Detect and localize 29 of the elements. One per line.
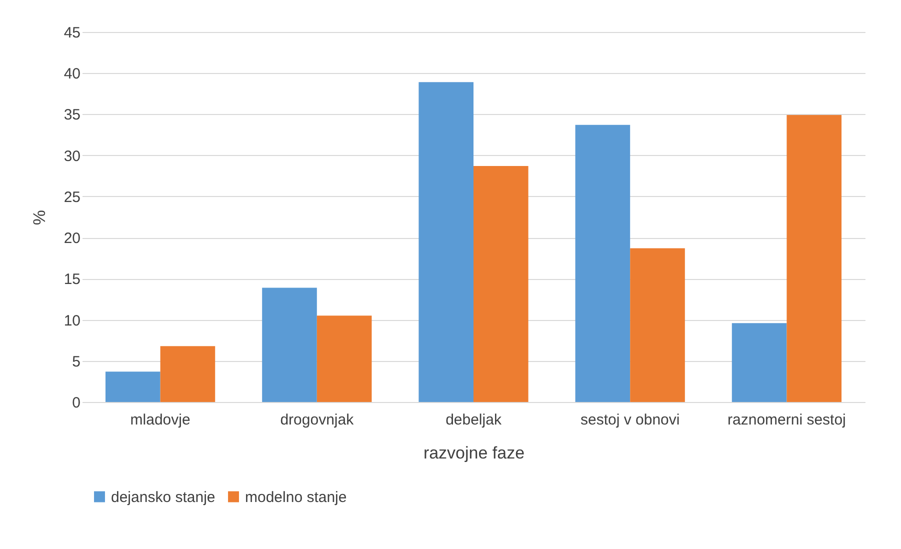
- bar: [418, 82, 474, 402]
- bar: [575, 124, 630, 402]
- y-tick-label: 40: [64, 66, 80, 83]
- y-tick-label: 10: [64, 312, 80, 330]
- y-tick-label: 35: [64, 106, 80, 124]
- bar: [262, 288, 317, 402]
- y-tick-label: 20: [64, 230, 80, 248]
- y-tick-label: 0: [72, 394, 80, 412]
- bar: [105, 372, 160, 402]
- bar: [786, 115, 842, 402]
- legend-label: dejansko stanje: [111, 488, 216, 506]
- bar: [160, 346, 216, 402]
- x-tick-label: drogovnjak: [280, 412, 354, 428]
- y-tick-label: 25: [64, 188, 80, 206]
- bar: [732, 323, 787, 402]
- x-tick-label: debeljak: [446, 412, 502, 428]
- y-tick-label: 5: [72, 353, 80, 370]
- x-tick-label: sestoj v obnovi: [580, 412, 680, 428]
- bar: [630, 248, 685, 402]
- y-axis-title: %: [30, 210, 49, 226]
- y-tick-label: 30: [64, 148, 80, 165]
- y-tick-label: 15: [64, 271, 80, 288]
- y-tick-label: 45: [64, 24, 80, 42]
- x-tick-label: mladovje: [130, 412, 190, 428]
- x-tick-label: raznomerni sestoj: [728, 412, 846, 428]
- bar: [316, 316, 372, 402]
- bar: [474, 166, 528, 402]
- legend-label: modelno stanje: [245, 488, 347, 506]
- x-axis-title: razvojne faze: [423, 444, 525, 462]
